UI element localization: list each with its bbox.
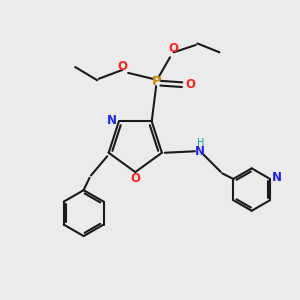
Text: N: N xyxy=(272,171,281,184)
Text: N: N xyxy=(107,113,117,127)
Text: O: O xyxy=(169,42,179,55)
Text: O: O xyxy=(185,78,195,91)
Text: O: O xyxy=(117,60,127,73)
Text: H: H xyxy=(197,138,204,148)
Text: P: P xyxy=(151,75,161,88)
Text: N: N xyxy=(195,145,205,158)
Text: O: O xyxy=(130,172,140,185)
